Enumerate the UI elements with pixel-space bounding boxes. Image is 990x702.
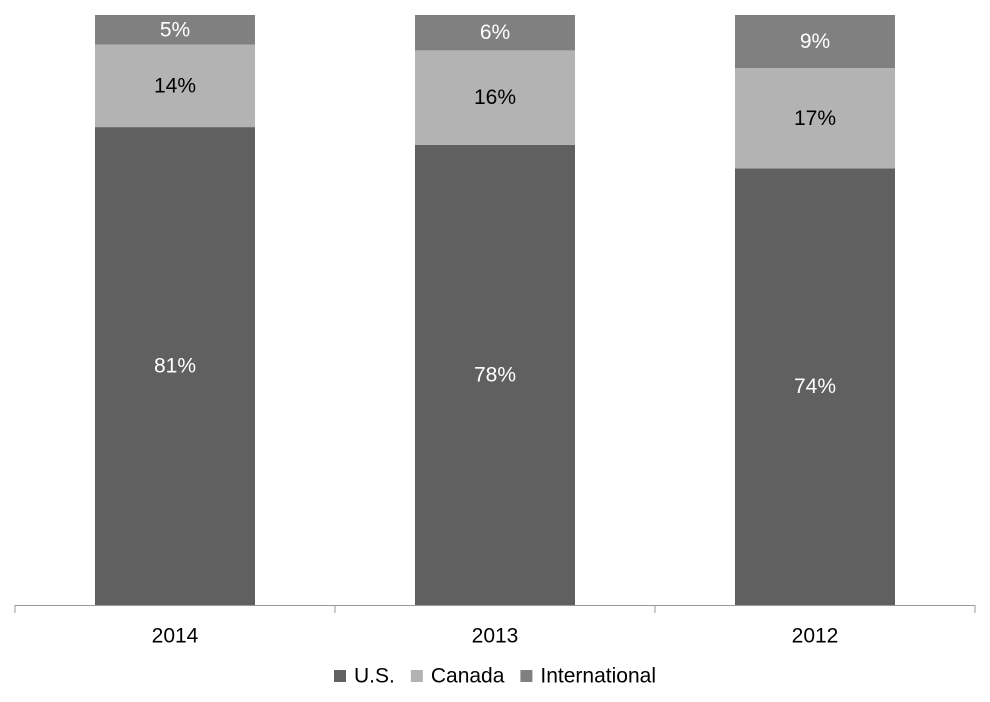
legend-label: Canada [431, 665, 505, 688]
legend-label: International [540, 665, 656, 688]
bar-segment-canada-2012 [735, 68, 895, 169]
bar-segment-canada-2013 [415, 50, 575, 145]
bar-segment-international-2013 [415, 15, 575, 51]
legend: U.S. Canada International [334, 665, 656, 688]
data-label: 74% [794, 375, 836, 398]
legend-swatch [410, 670, 423, 682]
data-label: 17% [794, 107, 836, 130]
legend-swatch [520, 670, 533, 682]
x-axis: 2014 2013 2012 [14, 605, 976, 648]
data-label: 81% [154, 355, 196, 378]
legend-item: U.S. [334, 665, 395, 688]
legend-swatch [334, 670, 346, 682]
data-label: 78% [474, 363, 516, 386]
data-label: 16% [474, 86, 516, 109]
bar-segment-canada-2014 [95, 44, 255, 128]
bar-segment-international-2014 [95, 15, 255, 45]
legend-label: U.S. [354, 665, 395, 688]
x-tick-label: 2014 [152, 625, 199, 648]
x-tick-label: 2013 [472, 625, 519, 648]
data-label: 14% [154, 74, 196, 97]
legend-item: Canada [410, 665, 505, 688]
plot-area: 81% 14% 5% 78% 16% 6% 74% 17% 9% [95, 15, 895, 606]
data-label: 5% [160, 18, 190, 41]
data-label: 6% [480, 21, 510, 44]
bar-segment-u-s--2013 [415, 144, 575, 606]
bar-segment-international-2012 [735, 15, 895, 69]
legend-item: International [520, 665, 656, 688]
data-label: 9% [800, 30, 830, 53]
x-tick-label: 2012 [792, 625, 839, 648]
bar-segment-u-s--2012 [735, 168, 895, 605]
bar-segment-u-s--2014 [95, 127, 255, 605]
